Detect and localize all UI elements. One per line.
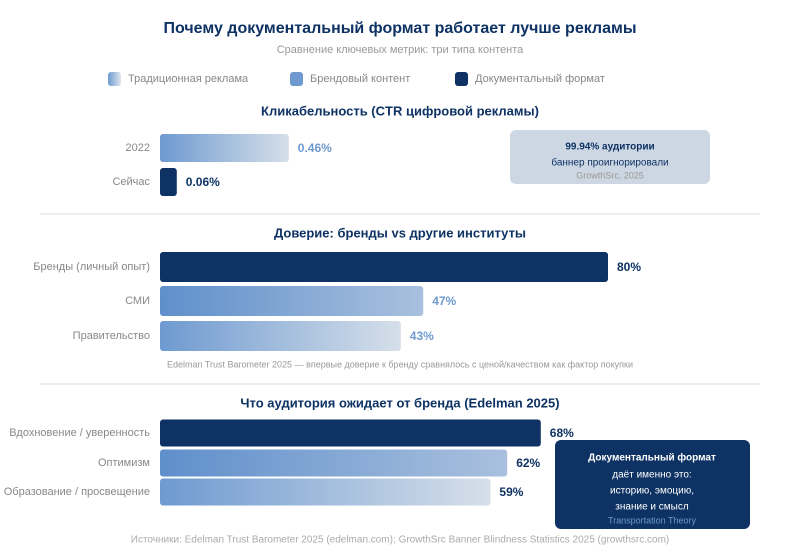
- category-label: Правительство: [73, 330, 150, 342]
- callout-text: GrowthSrc, 2025: [576, 170, 644, 180]
- callout: [510, 130, 710, 184]
- value-label: 80%: [617, 260, 641, 274]
- bar: [160, 286, 424, 316]
- bar: [160, 321, 401, 351]
- category-label: Сейчас: [112, 176, 150, 188]
- callout-text: 99.94% аудитории: [565, 142, 654, 153]
- legend-label: Брендовый контент: [310, 73, 410, 85]
- callout-text: даёт именно это:: [612, 470, 691, 481]
- value-label: 0.06%: [186, 175, 220, 189]
- value-label: 0.46%: [298, 141, 332, 155]
- callout-text: знание и смысл: [615, 502, 689, 513]
- bar: [160, 419, 541, 447]
- bar: [160, 252, 608, 282]
- section-title: Кликабельность (CTR цифровой рекламы): [261, 103, 539, 118]
- legend-swatch: [108, 72, 121, 86]
- bar: [160, 134, 289, 162]
- title: Почему документальный формат работает лу…: [163, 20, 636, 37]
- bar: [160, 449, 508, 477]
- bar: [160, 168, 177, 196]
- section-title: Что аудитория ожидает от бренда (Edelman…: [240, 395, 559, 410]
- callout: [555, 440, 750, 529]
- value-label: 47%: [432, 294, 456, 308]
- category-label: СМИ: [125, 295, 150, 307]
- section-title: Доверие: бренды vs другие институты: [274, 225, 526, 240]
- category-label: Вдохновение / уверенность: [9, 427, 150, 439]
- legend-swatch: [455, 72, 468, 86]
- source: Источники: Edelman Trust Barometer 2025 …: [131, 535, 669, 546]
- callout-text: баннер проигнорировали: [551, 157, 668, 169]
- legend-label: Традиционная реклама: [128, 73, 249, 85]
- bar: [160, 478, 491, 506]
- note: Edelman Trust Barometer 2025 — впервые д…: [167, 359, 633, 369]
- value-label: 59%: [499, 485, 523, 499]
- callout-text: историю, эмоцию,: [610, 486, 694, 497]
- category-label: Бренды (личный опыт): [33, 261, 150, 273]
- value-label: 68%: [550, 426, 574, 440]
- legend-label: Документальный формат: [475, 73, 605, 85]
- category-label: Оптимизм: [98, 457, 150, 469]
- legend-swatch: [290, 72, 303, 86]
- callout-text: Документальный формат: [588, 452, 716, 464]
- category-label: 2022: [126, 142, 150, 154]
- value-label: 62%: [516, 456, 540, 470]
- category-label: Образование / просвещение: [4, 486, 150, 498]
- subtitle: Сравнение ключевых метрик: три типа конт…: [277, 44, 524, 56]
- value-label: 43%: [410, 329, 434, 343]
- callout-text: Transportation Theory: [608, 515, 697, 525]
